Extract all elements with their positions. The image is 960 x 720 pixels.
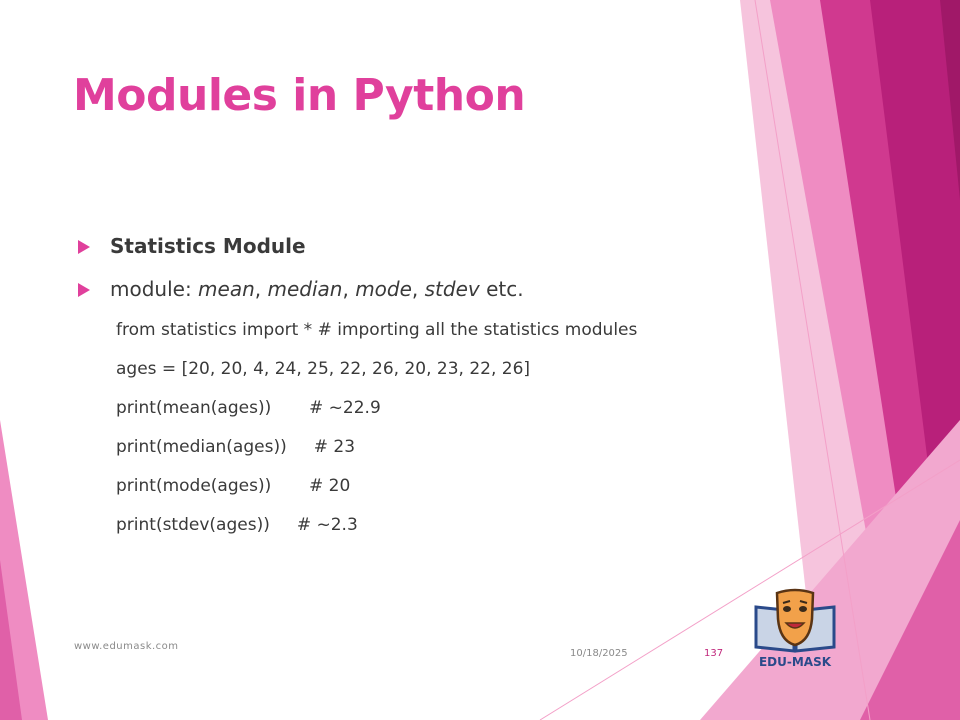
separator: , [254, 277, 268, 301]
separator: , [411, 277, 425, 301]
func-stdev: stdev [424, 277, 480, 301]
deco-thin-line-2 [754, 0, 871, 720]
deco-left-pink [0, 420, 48, 720]
slide-title: Modules in Python [73, 70, 526, 121]
code-line-mode: print(mode(ages)) # 20 [116, 476, 351, 496]
separator: , [342, 277, 356, 301]
footer-website: www.edumask.com [74, 641, 179, 652]
bullet-arrow-icon [78, 283, 90, 297]
bullet-module-functions: module: mean, median, mode, stdev etc. [110, 277, 524, 301]
logo-text: EDU-MASK [758, 655, 832, 669]
footer-page-number: 137 [704, 648, 724, 659]
deco-left-magenta [0, 560, 22, 720]
edu-mask-logo-icon [754, 588, 836, 653]
deco-bottom-magenta [860, 520, 960, 720]
code-line-median: print(median(ages)) # 23 [116, 437, 356, 457]
deco-magenta-edge [940, 0, 960, 200]
func-mean: mean [198, 277, 255, 301]
mask-right-eye [799, 606, 807, 612]
bullet-statistics-module: Statistics Module [110, 234, 306, 258]
mask-face [775, 588, 815, 647]
deco-thin-line-1 [539, 459, 960, 720]
code-line-stdev: print(stdev(ages)) # ~2.3 [116, 515, 358, 535]
bullet-arrow-icon [78, 240, 90, 254]
func-mode: mode [355, 277, 412, 301]
module-prefix: module: [110, 277, 199, 301]
mask-smile [784, 622, 806, 629]
mask-left-brow [782, 600, 791, 604]
code-line-import: from statistics import * # importing all… [116, 320, 638, 340]
footer-date: 10/18/2025 [570, 648, 628, 659]
code-line-mean: print(mean(ages)) # ~22.9 [116, 398, 381, 418]
module-suffix: etc. [479, 277, 524, 301]
code-line-ages: ages = [20, 20, 4, 24, 25, 22, 26, 20, 2… [116, 359, 531, 379]
mask-left-eye [783, 606, 791, 612]
mask-right-brow [799, 600, 808, 604]
func-median: median [267, 277, 343, 301]
